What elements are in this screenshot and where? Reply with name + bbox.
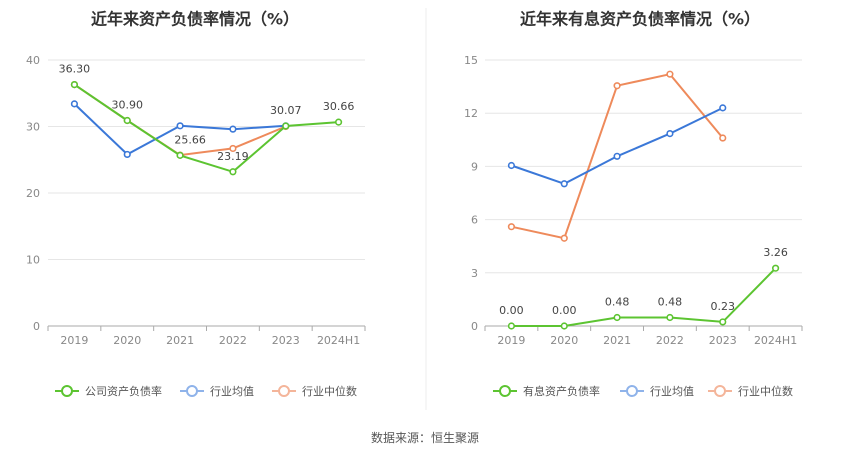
y-tick-label: 30 <box>26 121 40 134</box>
data-point[interactable] <box>229 144 237 153</box>
data-point[interactable] <box>666 313 674 322</box>
data-label: 30.07 <box>270 104 302 117</box>
data-point[interactable] <box>507 161 516 170</box>
x-tick-label: 2020 <box>550 334 578 347</box>
y-tick-label: 20 <box>26 187 40 200</box>
data-point[interactable] <box>507 223 516 231</box>
source-note: 数据来源：恒生聚源 <box>371 430 479 445</box>
legend-item[interactable]: 行业中位数 <box>708 384 793 398</box>
data-label: 25.66 <box>174 133 206 146</box>
data-point[interactable] <box>560 180 568 188</box>
y-tick-label: 3 <box>471 267 478 280</box>
data-label: 30.90 <box>112 99 144 112</box>
data-label: 36.30 <box>59 63 91 76</box>
data-point[interactable] <box>282 122 290 130</box>
data-point[interactable] <box>70 100 79 108</box>
data-label: 3.26 <box>763 246 788 259</box>
x-tick-label: 2024H1 <box>317 334 360 347</box>
chart-title: 近年来资产负债率情况（%） <box>91 10 299 29</box>
data-point[interactable] <box>719 318 727 326</box>
legend-label: 公司资产负债率 <box>85 384 162 398</box>
data-point[interactable] <box>666 129 674 138</box>
data-point[interactable] <box>613 152 621 160</box>
y-tick-label: 40 <box>26 54 40 67</box>
data-label: 0.23 <box>711 300 736 313</box>
data-point[interactable] <box>613 82 621 90</box>
x-tick-label: 2019 <box>60 334 88 347</box>
data-point[interactable] <box>507 322 516 330</box>
legend-item[interactable]: 行业均值 <box>620 385 694 398</box>
x-tick-label: 2020 <box>113 334 141 347</box>
data-point[interactable] <box>719 134 727 142</box>
legend-item[interactable]: 行业均值 <box>180 385 254 398</box>
legend-marker-icon <box>61 385 73 397</box>
y-tick-label: 15 <box>464 54 478 67</box>
data-point[interactable] <box>176 151 184 159</box>
data-point[interactable] <box>613 313 621 322</box>
y-tick-label: 9 <box>471 160 478 173</box>
data-point[interactable] <box>229 168 237 176</box>
data-point[interactable] <box>334 118 343 126</box>
series-line <box>511 107 724 185</box>
y-tick-label: 12 <box>464 107 478 120</box>
y-tick-label: 0 <box>471 320 478 333</box>
data-point[interactable] <box>123 150 131 159</box>
data-point[interactable] <box>123 116 131 125</box>
x-tick-label: 2024H1 <box>754 334 797 347</box>
x-tick-label: 2022 <box>656 334 684 347</box>
legend-marker-icon <box>499 385 511 397</box>
data-label: 30.66 <box>323 100 355 113</box>
chart-debt-ratio: 近年来资产负债率情况（%） 0 10 20 30 40 2019 2020 2021 2022 20… <box>26 10 366 398</box>
legend-label: 行业均值 <box>650 385 694 398</box>
legend-marker-icon <box>278 385 290 397</box>
data-label: 0.48 <box>605 295 630 308</box>
data-point[interactable] <box>666 70 674 78</box>
data-label: 0.48 <box>658 295 683 308</box>
data-label: 0.00 <box>499 304 524 317</box>
x-tick-label: 2023 <box>709 334 737 347</box>
series-line <box>511 267 777 327</box>
data-label: 23.19 <box>217 150 249 163</box>
legend-marker-icon <box>714 385 726 397</box>
y-tick-label: 0 <box>33 320 40 333</box>
legend-label: 行业均值 <box>210 385 254 398</box>
legend-marker-icon <box>626 385 638 397</box>
legend-marker-icon <box>186 385 198 397</box>
series-line <box>73 83 339 173</box>
data-point[interactable] <box>176 122 184 130</box>
x-tick-label: 2022 <box>219 334 247 347</box>
data-point[interactable] <box>560 322 568 330</box>
x-tick-label: 2021 <box>603 334 631 347</box>
data-point[interactable] <box>70 81 79 89</box>
y-tick-label: 6 <box>471 214 478 227</box>
x-tick-label: 2021 <box>166 334 194 347</box>
data-point[interactable] <box>719 104 727 112</box>
data-point[interactable] <box>229 125 237 133</box>
legend-label: 行业中位数 <box>302 384 357 398</box>
legend-label: 有息资产负债率 <box>523 384 600 398</box>
legend-label: 行业中位数 <box>738 384 793 398</box>
x-tick-label: 2019 <box>497 334 525 347</box>
legend-item[interactable]: 行业中位数 <box>272 384 357 398</box>
y-tick-label: 10 <box>26 254 40 267</box>
data-label: 0.00 <box>552 304 577 317</box>
data-point[interactable] <box>771 264 780 272</box>
chart-title: 近年来有息资产负债率情况（%） <box>520 10 760 29</box>
legend-item[interactable]: 有息资产负债率 <box>493 384 600 398</box>
data-point[interactable] <box>560 234 568 242</box>
legend-item[interactable]: 公司资产负债率 <box>55 384 162 398</box>
x-tick-label: 2023 <box>272 334 300 347</box>
chart-interest-debt-ratio: 近年来有息资产负债率情况（%） 0 3 6 9 12 15 2019 2020 2021 2022 2… <box>464 10 803 398</box>
